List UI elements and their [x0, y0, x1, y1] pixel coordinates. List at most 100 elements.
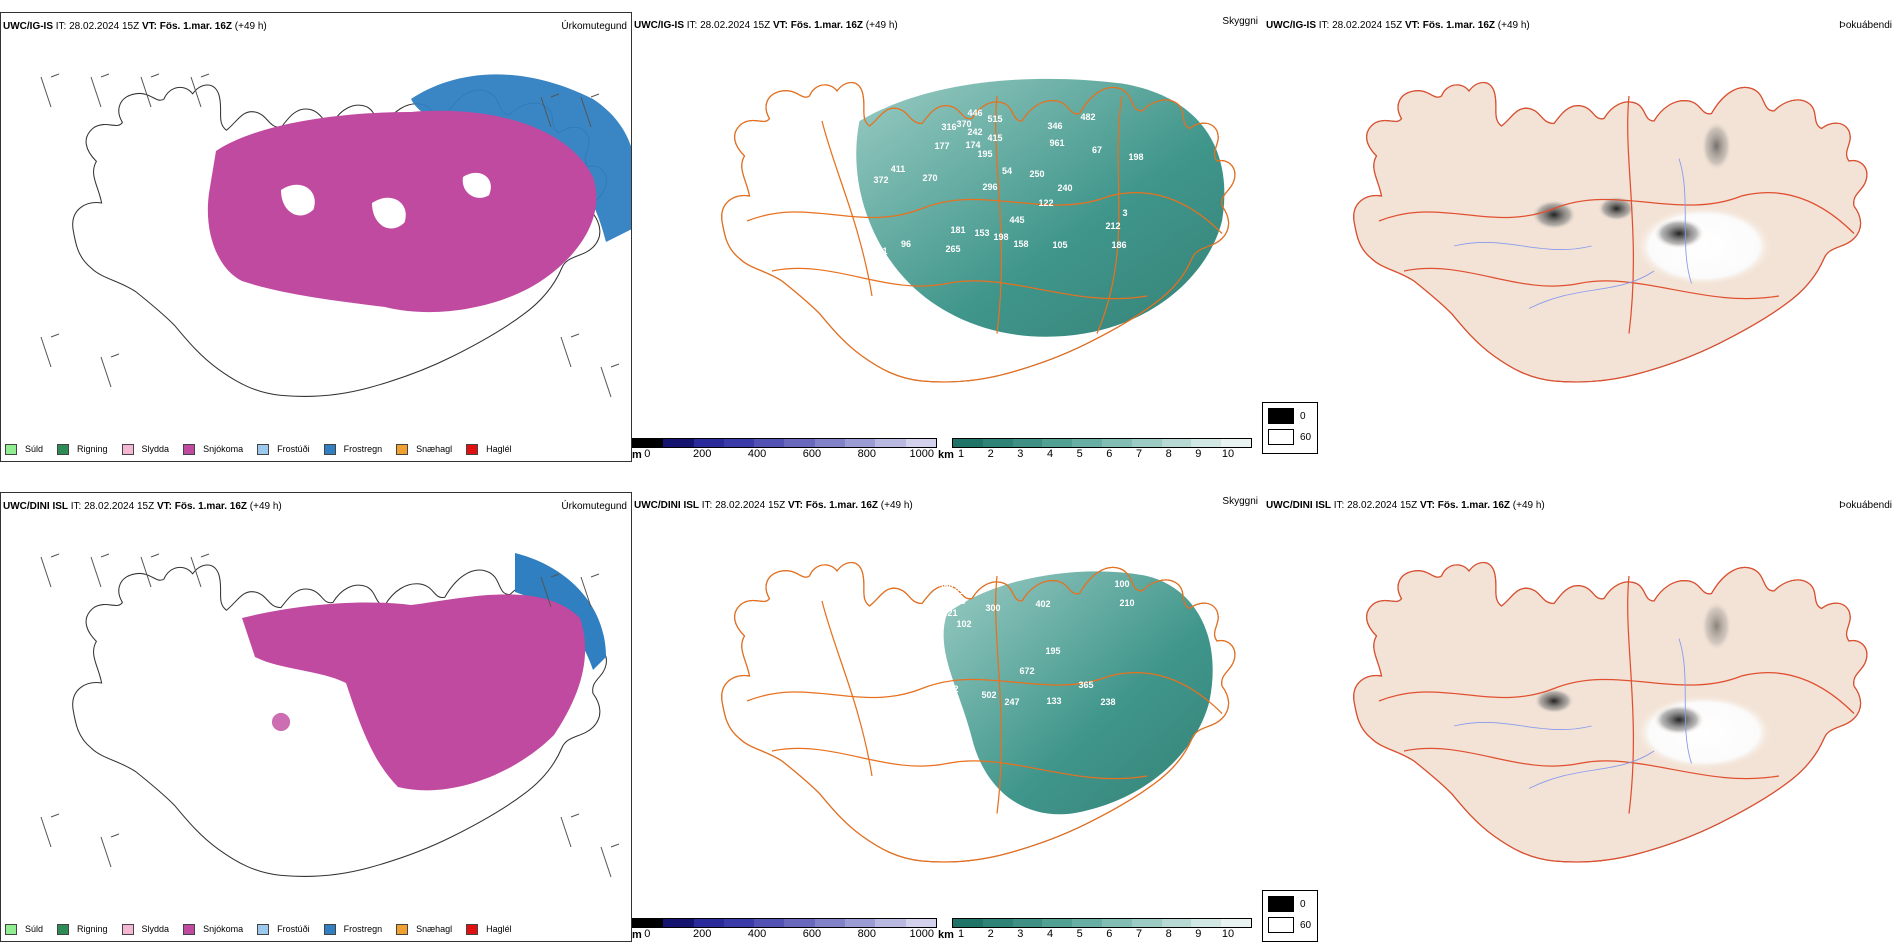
precip-legend-label: Frostregn	[343, 924, 383, 934]
precip-legend-swatch	[257, 443, 270, 455]
vt-label: VT:	[156, 501, 172, 512]
vt-value: Fös. 1.mar. 16Z	[159, 21, 233, 32]
scale-tick-label: 9	[1195, 448, 1202, 460]
scale-tick-label: 3	[1017, 448, 1024, 460]
scale-tick-label: 1000	[909, 928, 934, 940]
cloud-base-label: 482	[1080, 112, 1095, 122]
cloud-base-label: 300	[985, 603, 1000, 613]
precip-legend-label: Frostregn	[343, 444, 383, 454]
scale-color-step	[693, 439, 724, 447]
vt-value: Fös. 1.mar. 16Z	[805, 500, 879, 511]
ceiling-color-bar	[632, 918, 937, 928]
fog-indicator-panel: UWC/DINI ISL IT: 28.02.2024 15Z VT: Fös.…	[1264, 492, 1900, 940]
bottom-row: UWC/DINI ISL IT: 28.02.2024 15Z VT: Fös.…	[0, 480, 1900, 950]
fog-legend-swatch	[1268, 917, 1294, 933]
lead-time: (+49 h)	[249, 501, 282, 512]
panel-header: UWC/DINI ISL IT: 28.02.2024 15Z VT: Fös.…	[634, 500, 913, 511]
lead-time: (+49 h)	[1512, 500, 1545, 511]
visibility-tick-labels: 1 2 3 4 5 6 7 8 9 10	[952, 928, 1252, 940]
model-name: UWC/DINI ISL	[3, 501, 68, 512]
precip-type-panel: UWC/DINI ISL IT: 28.02.2024 15Z VT: Fös.…	[0, 492, 632, 942]
cloud-base-label: 316	[941, 122, 956, 132]
precip-legend-swatch	[323, 443, 336, 455]
fog-legend: 0 60	[1262, 402, 1318, 454]
ceiling-tick-labels: 0 200 400 600 800 1000	[632, 448, 937, 460]
panel-header: UWC/DINI ISL IT: 28.02.2024 15Z VT: Fös.…	[3, 501, 282, 512]
cloud-base-label: 54	[1002, 166, 1012, 176]
field-name: Þokuábendi	[1839, 20, 1892, 31]
fog-legend-swatch	[1268, 408, 1294, 424]
scale-color-step	[1042, 919, 1073, 927]
scale-tick-label: 8	[1165, 928, 1172, 940]
cloud-base-label: 172	[943, 684, 958, 694]
cloud-base-label: 122	[1038, 198, 1053, 208]
cloud-base-label: 211	[955, 586, 970, 596]
cloud-base-label: 445	[1009, 215, 1024, 225]
scale-tick-label: 200	[692, 928, 712, 940]
scale-color-step	[1072, 439, 1102, 447]
vt-label: VT:	[1419, 500, 1435, 511]
cloud-base-label: 240	[944, 565, 959, 575]
field-name: Úrkomutegund	[561, 21, 627, 32]
vt-value: Fös. 1.mar. 16Z	[1437, 500, 1511, 511]
fog-legend: 0 60	[1262, 890, 1318, 942]
precip-legend-item: Snæhagl	[396, 921, 452, 937]
scale-color-step	[1191, 439, 1222, 447]
scale-color-step	[953, 919, 983, 927]
scale-color-step	[1042, 439, 1073, 447]
cloud-base-label: 153	[974, 228, 989, 238]
precip-legend-label: Snæhagl	[416, 924, 453, 934]
precip-legend-swatch	[323, 923, 336, 935]
cloud-base-label: 402	[1035, 599, 1050, 609]
precip-legend-swatch	[466, 443, 479, 455]
field-name: Skyggni	[1222, 16, 1258, 27]
scale-tick-label: 9	[1195, 928, 1202, 940]
cloud-base-label: 370	[956, 119, 971, 129]
cloud-base-label: 265	[945, 244, 960, 254]
scale-color-step	[1221, 439, 1251, 447]
scale-color-step	[875, 439, 906, 447]
scale-color-step	[723, 919, 755, 927]
cloud-base-label: 1	[882, 246, 887, 256]
top-row: UWC/IG-IS IT: 28.02.2024 15Z VT: Fös. 1.…	[0, 0, 1900, 470]
field-name: Skyggni	[1222, 496, 1258, 507]
ceiling-unit: m	[632, 929, 642, 941]
scale-tick-label: 4	[1046, 928, 1054, 940]
precip-type-legend: Súld Rigning Slydda Snjókoma Frostúði Frostre…	[5, 921, 526, 937]
cloud-base-label: 145	[960, 575, 975, 585]
ceiling-color-bar	[632, 438, 937, 448]
cloud-base-label: 174	[965, 140, 980, 150]
scale-tick-label: 2	[987, 928, 994, 940]
cloud-base-label: 415	[987, 133, 1002, 143]
cloud-base-label: 158	[1013, 239, 1028, 249]
scale-color-step	[784, 919, 815, 927]
precip-legend-swatch	[396, 443, 409, 455]
model-name: UWC/DINI ISL	[1266, 500, 1331, 511]
cloud-base-label: 96	[901, 239, 911, 249]
cloud-base-label: 270	[922, 173, 937, 183]
precip-type-legend: Súld Rigning Slydda Snjókoma Frostúði Frostre…	[5, 441, 526, 457]
cloud-base-label: 346	[1047, 121, 1062, 131]
scale-color-step	[982, 919, 1013, 927]
scale-tick-label: 7	[1135, 928, 1143, 940]
cloud-base-label: 372	[873, 175, 888, 185]
scale-tick-label: 200	[692, 448, 712, 460]
vt-value: Fös. 1.mar. 16Z	[1422, 20, 1496, 31]
cloud-base-label: 133	[1046, 696, 1061, 706]
cloud-base-label: 133	[950, 596, 965, 606]
precip-map	[40, 73, 631, 398]
ceiling-scale: 0 200 400 600 800 1000	[632, 438, 937, 460]
cloud-base-label: 365	[1078, 680, 1093, 690]
precip-legend-label: Haglél	[486, 444, 512, 454]
scale-color-step	[845, 919, 876, 927]
precip-legend-swatch	[183, 443, 196, 455]
precip-legend-swatch	[466, 923, 479, 935]
scale-tick-label: 1	[957, 928, 965, 940]
it-value: 28.02.2024 15Z	[84, 501, 155, 512]
field-name: Úrkomutegund	[561, 501, 627, 512]
precip-map	[40, 553, 620, 878]
precip-legend-label: Snjókoma	[203, 924, 244, 934]
fog-legend-item: 0	[1268, 408, 1306, 424]
lead-time: (+49 h)	[865, 20, 898, 31]
lead-time: (+49 h)	[1497, 20, 1530, 31]
